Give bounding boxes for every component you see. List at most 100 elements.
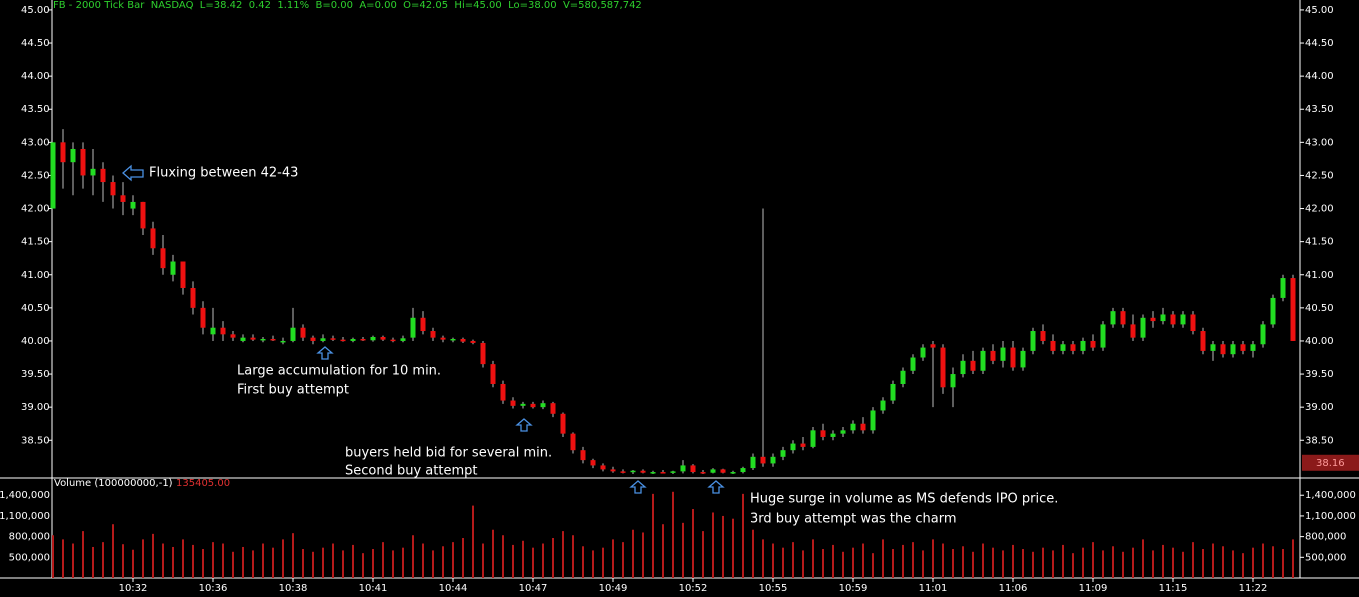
candle-body xyxy=(870,410,876,431)
candle-body xyxy=(110,182,116,196)
volume-bar xyxy=(102,542,104,578)
volume-bar xyxy=(1242,553,1244,578)
volume-bar xyxy=(832,544,834,578)
candle-body xyxy=(300,327,306,338)
volume-bar xyxy=(292,533,294,578)
y-tick-label: 40.50 xyxy=(1305,303,1334,314)
volume-bar xyxy=(172,546,174,578)
candle-body xyxy=(590,460,596,466)
y-tick-label: 42.50 xyxy=(1305,170,1334,181)
candle-body xyxy=(290,327,296,341)
volume-bar xyxy=(1022,549,1024,578)
candle-body xyxy=(50,142,56,209)
arrow xyxy=(316,346,334,360)
volume-bar xyxy=(892,549,894,578)
volume-bar xyxy=(662,524,664,578)
candle-body xyxy=(410,317,416,338)
volume-bar xyxy=(1222,546,1224,578)
volume-bar xyxy=(652,493,654,578)
candle-body xyxy=(1040,331,1046,341)
volume-bar xyxy=(282,539,284,578)
volume-bar xyxy=(1232,550,1234,578)
last-price-box xyxy=(1302,454,1359,471)
candle-body xyxy=(880,400,886,411)
candle-body xyxy=(130,201,136,209)
candle-body xyxy=(90,168,96,176)
candle-body xyxy=(890,383,896,401)
candle-body xyxy=(400,338,406,341)
y-tick-label: 45.00 xyxy=(1305,5,1334,16)
volume-bar xyxy=(772,543,774,578)
volume-tick-label: 1,100,000 xyxy=(0,511,50,522)
candle-body xyxy=(600,465,606,470)
volume-bar xyxy=(742,493,744,578)
volume-bar xyxy=(232,551,234,578)
volume-bar xyxy=(432,550,434,578)
volume-bar xyxy=(572,535,574,578)
volume-bar xyxy=(422,543,424,578)
y-tick-label: 42.00 xyxy=(21,204,50,215)
volume-tick-label: 500,000 xyxy=(9,552,50,563)
candle-body xyxy=(730,472,736,474)
volume-bar xyxy=(392,550,394,578)
annotation: Huge surge in volume as MS defends IPO p… xyxy=(750,492,1058,507)
volume-bar xyxy=(322,547,324,578)
volume-bar xyxy=(732,518,734,578)
y-tick-label: 43.50 xyxy=(21,104,50,115)
x-tick-label: 11:09 xyxy=(1079,583,1108,594)
candle-body xyxy=(1080,340,1086,351)
volume-bar xyxy=(622,542,624,578)
volume-bar xyxy=(1082,547,1084,578)
candle-body xyxy=(190,287,196,308)
y-tick-label: 43.00 xyxy=(21,137,50,148)
candle-body xyxy=(1220,344,1226,355)
volume-bar xyxy=(752,529,754,578)
volume-bar xyxy=(152,533,154,578)
volume-bar xyxy=(222,543,224,578)
candle-body xyxy=(1170,314,1176,325)
candle-body xyxy=(200,307,206,328)
candle-body xyxy=(460,338,466,342)
y-tick-label: 39.50 xyxy=(1305,369,1334,380)
candle-body xyxy=(370,336,376,341)
volume-bar xyxy=(1062,544,1064,578)
candle-body xyxy=(610,469,616,472)
volume-bar xyxy=(252,550,254,578)
volume-bar xyxy=(362,553,364,578)
candle-body xyxy=(650,472,656,474)
x-tick-label: 10:55 xyxy=(759,583,788,594)
candle-body xyxy=(170,261,176,275)
candle-body xyxy=(1260,324,1266,345)
candle-body xyxy=(330,338,336,340)
volume-bar xyxy=(342,550,344,578)
candle-body xyxy=(480,342,486,365)
volume-bar xyxy=(842,551,844,578)
volume-bar xyxy=(922,550,924,578)
volume-bar xyxy=(112,524,114,578)
volume-bar xyxy=(1102,550,1104,578)
candle-body xyxy=(250,337,256,340)
volume-bar xyxy=(912,542,914,578)
candle-body xyxy=(920,347,926,358)
y-tick-label: 43.00 xyxy=(1305,137,1334,148)
candle-body xyxy=(980,350,986,371)
candle-body xyxy=(180,261,186,288)
candle-body xyxy=(60,142,66,163)
volume-bar xyxy=(1212,543,1214,578)
candle-body xyxy=(360,338,366,341)
candle-body xyxy=(260,338,266,341)
y-tick-label: 44.00 xyxy=(1305,71,1334,82)
candle-body xyxy=(620,471,626,473)
volume-bar xyxy=(1182,551,1184,578)
y-tick-label: 41.00 xyxy=(1305,270,1334,281)
volume-bar xyxy=(1202,549,1204,578)
y-tick-label: 41.50 xyxy=(21,237,50,248)
candle-body xyxy=(1020,350,1026,368)
candle-body xyxy=(800,443,806,447)
candle-body xyxy=(80,148,86,176)
volume-bar xyxy=(762,539,764,578)
candle-body xyxy=(510,400,516,406)
candle-body xyxy=(1280,278,1286,298)
volume-bar xyxy=(1012,544,1014,578)
candle-body xyxy=(1060,344,1066,351)
